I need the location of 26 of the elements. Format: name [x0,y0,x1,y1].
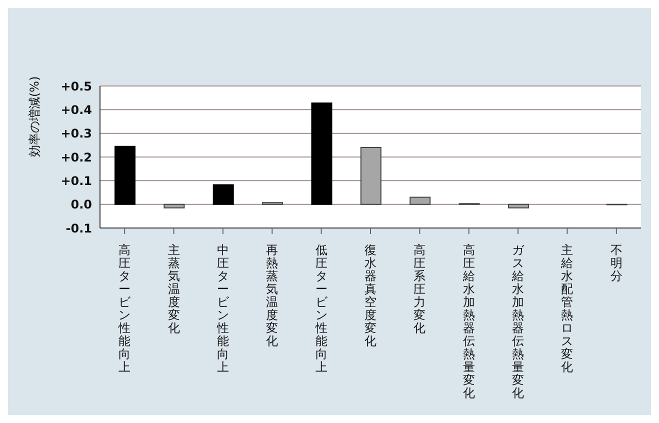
category-label: 中圧タービン性能向上 [216,243,229,374]
x-tick-label: 復水器真空度変化 [364,243,376,348]
bar [360,147,382,205]
bar [410,196,431,205]
y-tick-label: +0.4 [60,102,92,117]
bar [114,146,136,205]
x-tick-label: 高圧系圧力変化 [414,243,426,335]
category-label: 高圧タービン性能向上 [118,243,131,374]
x-tick-label: 主蒸気温度変化 [168,243,180,335]
y-tick-label: +0.2 [60,150,92,164]
category-label: 主給水配管熱ロス変化 [561,243,574,374]
y-tick-label: +0.5 [60,79,92,94]
y-tick-label: 0.0 [70,198,92,212]
bar [164,204,185,208]
y-axis-title: 効率の増減(%) [27,76,42,157]
bar [508,204,529,208]
x-tick-label: 不明分 [610,243,622,283]
bar [212,184,234,205]
category-label: 低圧タービン性能向上 [315,243,328,374]
x-tick-label: 再熱蒸気温度変化 [266,243,278,348]
y-tick-label: +0.1 [60,174,92,188]
y-tick-label: -0.1 [66,221,92,236]
category-label: ガス給水加熱器伝熱量変化 [512,243,524,400]
category-label: 高圧給水加熱器伝熱量変化 [462,243,475,400]
bar [311,102,332,205]
y-tick-label: +0.3 [60,126,92,141]
